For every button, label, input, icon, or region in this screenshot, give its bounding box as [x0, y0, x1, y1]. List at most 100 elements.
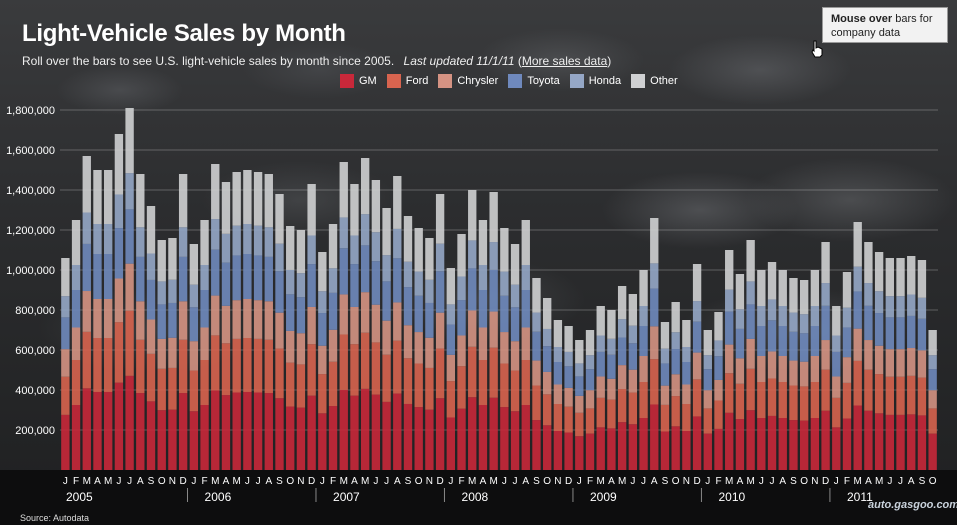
bar-segment-ford[interactable]	[114, 322, 124, 383]
bar-segment-honda[interactable]	[71, 265, 81, 290]
bar-month[interactable]	[778, 270, 787, 470]
bar-segment-chrysler[interactable]	[93, 299, 102, 338]
bar-segment-honda[interactable]	[232, 225, 241, 256]
bar-segment-gm[interactable]	[178, 393, 188, 470]
bar-segment-gm[interactable]	[232, 392, 241, 470]
bar-segment-ford[interactable]	[82, 331, 91, 389]
bar-segment-toyota[interactable]	[757, 326, 766, 356]
bar-segment-ford[interactable]	[457, 366, 466, 409]
bar-month[interactable]	[500, 228, 509, 470]
bar-segment-chrysler[interactable]	[136, 301, 145, 340]
bar-segment-ford[interactable]	[393, 340, 402, 394]
bar-segment-honda[interactable]	[446, 304, 455, 325]
bar-month[interactable]	[832, 306, 841, 470]
bar-segment-ford[interactable]	[842, 382, 852, 419]
bar-segment-toyota[interactable]	[457, 300, 466, 336]
bar-segment-toyota[interactable]	[789, 331, 798, 361]
bar-segment-honda[interactable]	[628, 325, 638, 344]
bar-month[interactable]	[243, 170, 252, 470]
bar-segment-toyota[interactable]	[93, 254, 102, 299]
bar-segment-other[interactable]	[896, 258, 905, 297]
bar-segment-gm[interactable]	[125, 375, 134, 470]
bar-segment-gm[interactable]	[639, 418, 648, 470]
bar-segment-other[interactable]	[510, 244, 520, 285]
bar-segment-other[interactable]	[917, 260, 927, 298]
bar-segment-gm[interactable]	[896, 414, 905, 470]
bar-segment-toyota[interactable]	[221, 262, 231, 306]
bar-segment-other[interactable]	[628, 294, 638, 326]
bar-segment-ford[interactable]	[71, 360, 81, 405]
bar-segment-chrysler[interactable]	[725, 344, 734, 374]
bar-segment-ford[interactable]	[61, 376, 70, 415]
bar-segment-gm[interactable]	[200, 405, 209, 470]
bar-segment-honda[interactable]	[200, 265, 209, 290]
bar-segment-chrysler[interactable]	[275, 312, 284, 349]
bar-segment-gm[interactable]	[82, 388, 91, 470]
bar-segment-other[interactable]	[478, 220, 488, 265]
bar-segment-other[interactable]	[178, 174, 188, 228]
bar-segment-toyota[interactable]	[703, 369, 712, 391]
bar-segment-gm[interactable]	[660, 431, 670, 470]
bar-segment-toyota[interactable]	[864, 305, 873, 341]
bar-segment-chrysler[interactable]	[264, 301, 273, 340]
bar-segment-ford[interactable]	[585, 408, 595, 434]
bar-segment-chrysler[interactable]	[478, 327, 488, 361]
bar-segment-chrysler[interactable]	[232, 300, 241, 339]
bar-segment-toyota[interactable]	[360, 245, 370, 293]
bar-segment-other[interactable]	[253, 172, 263, 226]
bar-segment-gm[interactable]	[746, 410, 755, 470]
bar-segment-toyota[interactable]	[682, 362, 691, 385]
bar-segment-chrysler[interactable]	[778, 356, 787, 382]
bar-segment-chrysler[interactable]	[714, 379, 723, 401]
bar-month[interactable]	[521, 220, 530, 470]
bar-segment-gm[interactable]	[414, 407, 423, 470]
bar-segment-gm[interactable]	[799, 420, 809, 470]
bar-segment-gm[interactable]	[146, 401, 156, 470]
bar-segment-gm[interactable]	[842, 418, 852, 470]
bar-segment-gm[interactable]	[521, 405, 530, 470]
bar-segment-toyota[interactable]	[403, 287, 413, 326]
bar-segment-toyota[interactable]	[725, 311, 734, 345]
bar-segment-other[interactable]	[725, 250, 734, 290]
bar-segment-other[interactable]	[125, 108, 134, 174]
bar-segment-toyota[interactable]	[543, 346, 552, 372]
bar-segment-ford[interactable]	[575, 412, 584, 437]
bar-segment-chrysler[interactable]	[286, 330, 295, 363]
bar-segment-honda[interactable]	[735, 309, 745, 329]
bar-month[interactable]	[510, 244, 520, 470]
bar-segment-honda[interactable]	[371, 232, 381, 262]
bar-segment-other[interactable]	[200, 220, 209, 265]
bar-segment-gm[interactable]	[371, 394, 381, 470]
bar-segment-gm[interactable]	[253, 392, 263, 470]
bar-segment-honda[interactable]	[660, 348, 670, 364]
bar-segment-other[interactable]	[425, 238, 434, 280]
bar-segment-honda[interactable]	[639, 306, 648, 326]
bar-segment-gm[interactable]	[318, 413, 327, 470]
bar-segment-other[interactable]	[607, 310, 616, 339]
bar-segment-other[interactable]	[93, 170, 102, 224]
bar-month[interactable]	[928, 330, 937, 470]
bar-segment-ford[interactable]	[446, 381, 455, 418]
bar-segment-other[interactable]	[907, 256, 916, 295]
bar-segment-toyota[interactable]	[714, 356, 723, 380]
bar-segment-chrysler[interactable]	[553, 384, 563, 405]
bar-segment-gm[interactable]	[628, 424, 638, 470]
bar-segment-toyota[interactable]	[746, 304, 755, 339]
bar-segment-gm[interactable]	[328, 406, 338, 470]
bar-segment-other[interactable]	[842, 272, 852, 308]
bar-segment-honda[interactable]	[403, 261, 413, 288]
bar-segment-gm[interactable]	[671, 426, 680, 470]
bar-month[interactable]	[607, 310, 616, 470]
bar-segment-ford[interactable]	[607, 399, 616, 429]
bar-segment-chrysler[interactable]	[446, 354, 455, 382]
bar-segment-toyota[interactable]	[832, 351, 841, 377]
bar-segment-chrysler[interactable]	[221, 305, 231, 344]
bar-segment-chrysler[interactable]	[382, 320, 391, 355]
bar-segment-toyota[interactable]	[243, 254, 252, 299]
bar-segment-toyota[interactable]	[82, 243, 91, 292]
bar-segment-gm[interactable]	[350, 395, 359, 470]
bar-segment-gm[interactable]	[93, 392, 102, 470]
bar-segment-toyota[interactable]	[671, 349, 680, 375]
bar-segment-ford[interactable]	[211, 335, 220, 391]
bar-segment-chrysler[interactable]	[114, 278, 124, 323]
